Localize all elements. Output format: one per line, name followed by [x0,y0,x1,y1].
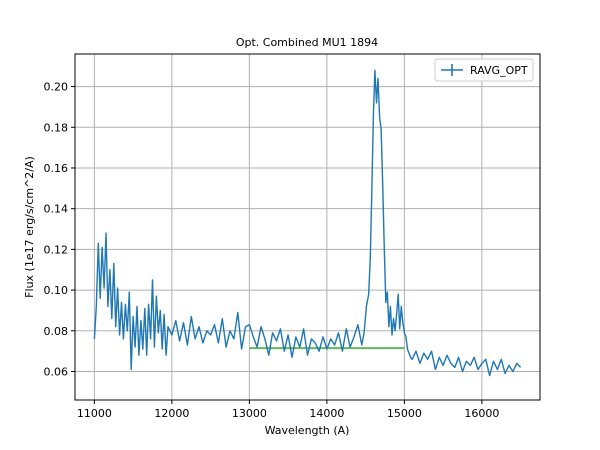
y-tick-label: 0.14 [44,203,69,216]
x-tick-label: 14000 [309,407,344,420]
x-axis: 11000 12000 13000 14000 15000 16000 [77,400,499,420]
chart-title: Opt. Combined MU1 1894 [236,36,378,49]
x-tick-label: 11000 [77,407,112,420]
x-tick-label: 13000 [232,407,267,420]
y-tick-label: 0.16 [44,162,69,175]
y-tick-label: 0.18 [44,121,69,134]
y-tick-label: 0.08 [44,325,69,338]
y-tick-label: 0.20 [44,81,69,94]
series-layer [93,69,522,377]
x-tick-label: 16000 [464,407,499,420]
legend-label: RAVG_OPT [470,64,528,77]
x-tick-label: 15000 [387,407,422,420]
y-tick-label: 0.06 [44,366,69,379]
x-tick-label: 12000 [154,407,189,420]
x-axis-label: Wavelength (A) [265,424,350,437]
legend: RAVG_OPT [434,58,534,82]
y-axis: 0.06 0.08 0.10 0.12 0.14 0.16 0.18 0.20 [44,81,75,379]
y-tick-label: 0.10 [44,284,69,297]
y-axis-label: Flux (1e17 erg/s/cm^2/A) [23,156,36,298]
series-line-ravg-opt [93,69,522,377]
legend-box [434,58,534,82]
plot-frame [74,53,541,401]
y-tick-label: 0.12 [44,243,69,256]
